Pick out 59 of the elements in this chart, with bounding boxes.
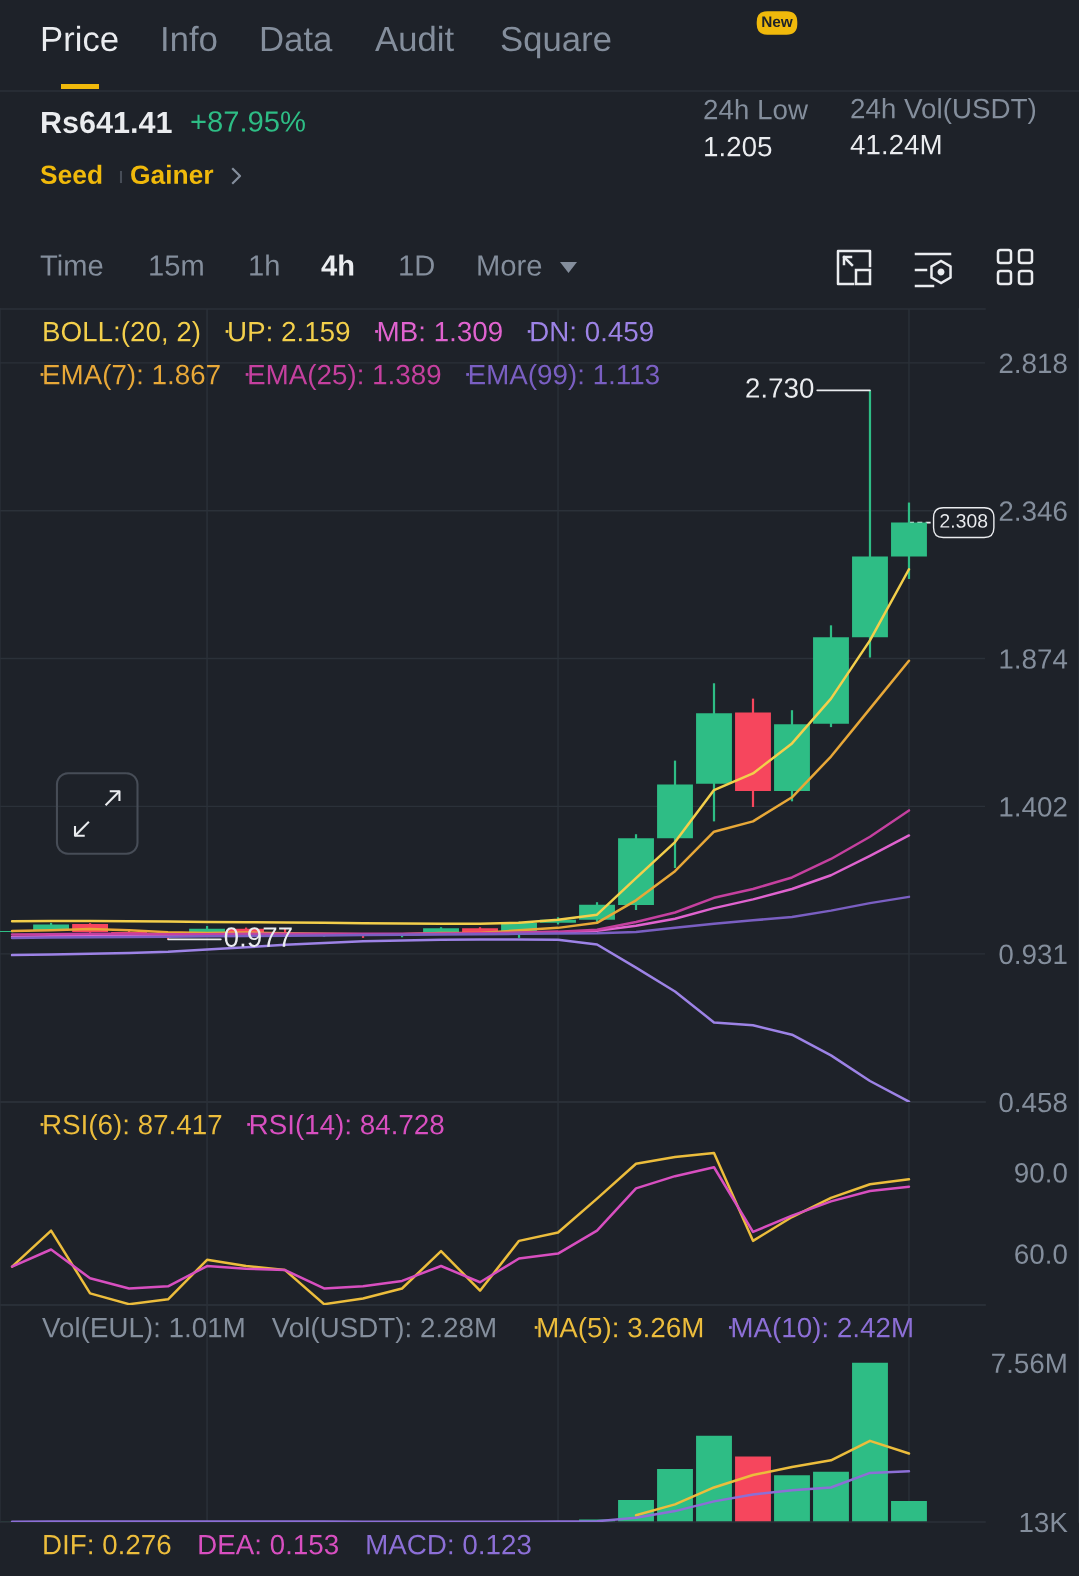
text: Gainer <box>131 164 214 185</box>
y-tick-label: 0.458 <box>999 1092 1067 1113</box>
bar <box>852 1362 888 1522</box>
y-tick-label: 13K <box>1020 1512 1068 1533</box>
bar <box>774 1475 810 1522</box>
text: Time <box>40 254 103 276</box>
text: 41.24M <box>850 134 941 155</box>
legend-label: MB: 1.309 <box>378 321 502 342</box>
legend-label: EMA(99): 1.113 <box>469 364 659 390</box>
text: Rs641.41 <box>42 111 172 134</box>
text: Square <box>501 26 611 59</box>
text: 4h <box>321 254 354 276</box>
annotation: Vol(USDT): 2.28M <box>271 1317 495 1343</box>
legend-label: UP: 2.159 <box>229 321 350 342</box>
text: 24h Vol(USDT) <box>851 98 1036 124</box>
y-tick-label: 0.931 <box>999 944 1067 965</box>
y-tick-label: 2.346 <box>999 501 1067 522</box>
text: DIF: 0.276 <box>44 1534 171 1555</box>
legend-label: EMA(7): 1.867 <box>44 364 220 390</box>
bar <box>735 1456 771 1522</box>
text: New <box>762 16 793 28</box>
text: DEA: 0.153 <box>199 1534 338 1555</box>
line-series <box>10 1469 911 1522</box>
y-tick-label: 7.56M <box>992 1353 1066 1374</box>
y-tick-label: 1.402 <box>1000 797 1067 817</box>
text: 1h <box>250 254 279 276</box>
y-tick-label: 60.0 <box>1015 1244 1067 1264</box>
text: More <box>478 255 542 276</box>
text: Price <box>42 25 118 52</box>
legend-label: RSI(6): 87.417 <box>44 1114 222 1140</box>
y-tick-label: 90.0 <box>1015 1163 1067 1183</box>
bar <box>696 1435 732 1522</box>
line-series <box>10 1165 911 1290</box>
text: MACD: 0.123 <box>367 1534 531 1555</box>
line-series <box>10 568 911 926</box>
text: 24h Low <box>704 99 809 120</box>
legend-label: RSI(14): 84.728 <box>250 1114 444 1140</box>
text: Seed <box>40 164 102 185</box>
ref-line-label: 2.308 <box>940 514 988 528</box>
text: 1D <box>400 255 434 276</box>
bar <box>891 1500 927 1522</box>
text: +87.95% <box>191 111 305 132</box>
text: Audit <box>375 25 454 52</box>
legend-label: MA(5): 3.26M <box>538 1317 703 1343</box>
legend-label: MA(10): 2.42M <box>732 1317 912 1343</box>
legend-label: DN: 0.459 <box>531 321 653 342</box>
y-tick-label: 2.818 <box>999 353 1067 374</box>
text: 1.205 <box>705 136 772 157</box>
legend-label: EMA(25): 1.389 <box>249 364 441 390</box>
text: Data <box>261 27 333 52</box>
text: 15m <box>150 255 203 276</box>
line-series <box>10 1151 911 1305</box>
bar <box>813 1471 849 1522</box>
line-series <box>634 1439 911 1517</box>
text: Info <box>163 25 217 52</box>
annotation: 2.730 <box>746 378 814 398</box>
legend-title: BOLL:(20, 2) <box>44 321 200 347</box>
y-tick-label: 1.874 <box>1000 649 1068 669</box>
annotation: Vol(EUL): 1.01M <box>42 1317 244 1343</box>
